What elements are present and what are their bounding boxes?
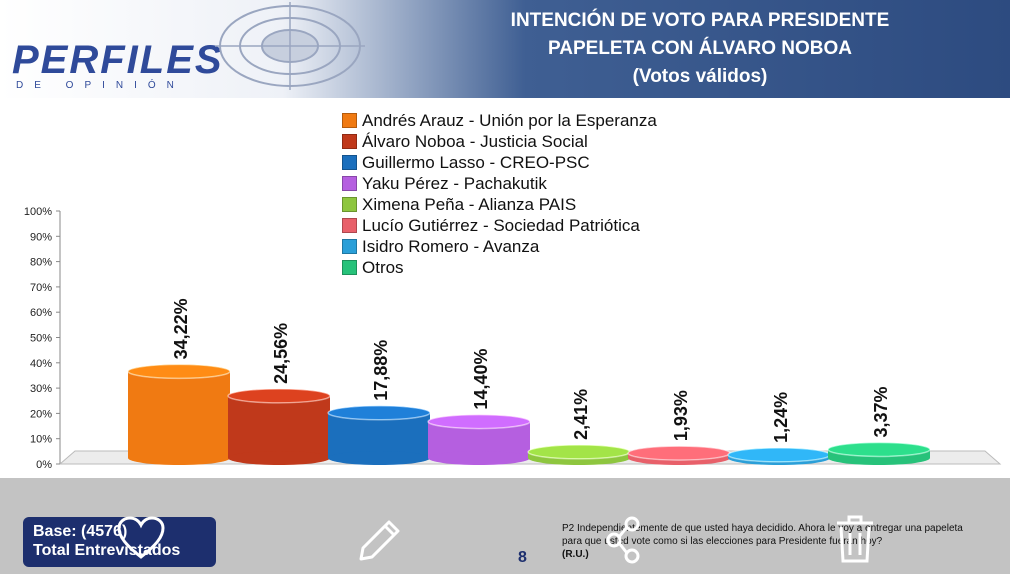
legend-swatch: [342, 176, 357, 191]
data-label: 1,93%: [671, 390, 691, 441]
y-tick-label: 40%: [30, 358, 52, 370]
question-note: (R.U.): [562, 549, 589, 560]
y-tick-label: 100%: [24, 206, 52, 218]
y-tick-label: 0%: [36, 459, 52, 471]
trash-icon[interactable]: [833, 513, 877, 565]
legend-swatch: [342, 260, 357, 275]
logo-main-text: PERFILES: [12, 38, 224, 82]
share-icon[interactable]: [604, 515, 644, 565]
bar-top: [827, 441, 931, 458]
bar-bottom: [128, 451, 230, 465]
header-banner: PERFILES DE OPINIÓN INTENCIÓN DE VOTO PA…: [0, 0, 1010, 98]
pencil-icon[interactable]: [353, 515, 403, 565]
legend-label: Álvaro Noboa - Justicia Social: [362, 131, 588, 151]
legend-item: Yaku Pérez - Pachakutik: [342, 173, 657, 194]
legend-label: Guillermo Lasso - CREO-PSC: [362, 152, 590, 172]
logo: PERFILES DE OPINIÓN: [12, 40, 224, 91]
data-label: 3,37%: [871, 386, 891, 437]
legend-swatch: [342, 239, 357, 254]
data-label: 2,41%: [571, 389, 591, 440]
bar-top: [227, 388, 331, 404]
target-graphic: [215, 2, 365, 90]
y-tick-label: 30%: [30, 383, 52, 395]
bar: [228, 395, 330, 458]
legend-label: Yaku Pérez - Pachakutik: [362, 173, 547, 193]
y-tick-label: 60%: [30, 307, 52, 319]
bar: [128, 371, 230, 458]
y-tick-label: 20%: [30, 408, 52, 420]
chart-legend: Andrés Arauz - Unión por la Esperanza Álv…: [342, 110, 657, 278]
bar-chart: 0% 10% 20% 30% 40% 50% 60% 70% 80% 90% 100% 34,22% 2…: [24, 206, 1002, 495]
legend-item: Lucío Gutiérrez - Sociedad Patriótica: [342, 215, 657, 236]
legend-swatch: [342, 134, 357, 149]
legend-label: Andrés Arauz - Unión por la Esperanza: [362, 110, 657, 130]
chart-title-line-1: INTENCIÓN DE VOTO PARA PRESIDENTE: [510, 10, 890, 31]
legend-item: Otros: [342, 257, 657, 278]
legend-item: Isidro Romero - Avanza: [342, 236, 657, 257]
logo-sub-text: DE OPINIÓN: [16, 80, 185, 91]
y-tick-label: 80%: [30, 257, 52, 269]
data-label: 14,40%: [471, 349, 491, 410]
base-count: Base: (4576): [33, 523, 128, 540]
y-tick-label: 50%: [30, 333, 52, 345]
bar-top: [627, 445, 731, 461]
question-text: P2 Independientemente de que usted haya …: [562, 523, 963, 547]
data-label: 17,88%: [371, 340, 391, 401]
legend-swatch: [342, 218, 357, 233]
survey-question: P2 Independientemente de que usted haya …: [562, 522, 982, 561]
legend-swatch: [342, 113, 357, 128]
bar-top: [527, 444, 631, 460]
y-tick-label: 10%: [30, 434, 52, 446]
heart-icon[interactable]: [116, 515, 166, 561]
legend-label: Otros: [362, 257, 404, 277]
bar-bottom: [228, 451, 330, 465]
page-number: 8: [518, 549, 527, 566]
legend-item: Álvaro Noboa - Justicia Social: [342, 131, 657, 152]
bar-bottom: [328, 451, 430, 465]
chart-title-line-2: PAPELETA CON ÁLVARO NOBOA: [548, 38, 852, 59]
bar-bottom: [428, 451, 530, 465]
y-tick-label: 70%: [30, 282, 52, 294]
legend-item: Andrés Arauz - Unión por la Esperanza: [342, 110, 657, 131]
legend-swatch: [342, 155, 357, 170]
chart-title-line-3: (Votos válidos): [632, 66, 768, 87]
legend-label: Isidro Romero - Avanza: [362, 236, 540, 256]
legend-item: Guillermo Lasso - CREO-PSC: [342, 152, 657, 173]
bar-top: [727, 447, 831, 463]
bar-top: [127, 363, 231, 380]
data-label: 34,22%: [171, 298, 191, 359]
data-label: 1,24%: [771, 392, 791, 443]
legend-item: Ximena Peña - Alianza PAIS: [342, 194, 657, 215]
data-label: 24,56%: [271, 323, 291, 384]
legend-label: Ximena Peña - Alianza PAIS: [362, 194, 577, 214]
legend-label: Lucío Gutiérrez - Sociedad Patriótica: [362, 215, 640, 235]
bar-top: [327, 405, 431, 421]
y-tick-label: 90%: [30, 231, 52, 243]
bar-top: [427, 413, 531, 430]
legend-swatch: [342, 197, 357, 212]
